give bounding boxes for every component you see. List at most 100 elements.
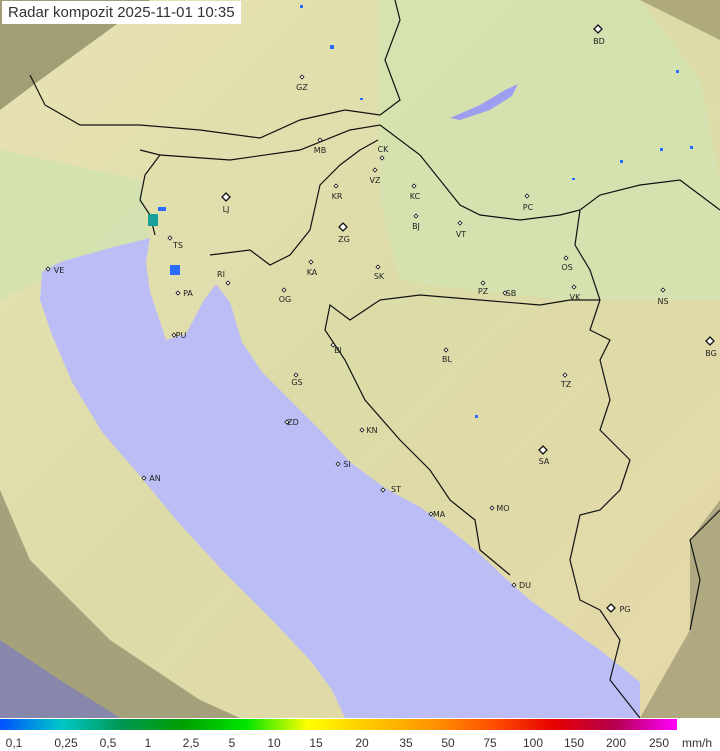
legend-label: 15 [309,736,323,750]
city-marker-icon [372,167,378,173]
city-marker-icon [457,220,463,226]
city-label: BI [334,346,342,355]
city-marker-icon [593,24,603,34]
city-marker-icon [380,487,386,493]
lake-balaton [450,84,518,120]
city-label: LJ [223,205,230,214]
city-label: NS [657,297,668,306]
city-marker-icon [502,290,508,296]
city-marker-icon [413,213,419,219]
city-label: PZ [478,287,489,296]
po-plain [0,150,150,300]
outside-coverage-ne [640,0,720,40]
city-label: TS [172,241,183,250]
city-label: PU [176,331,187,340]
city-label: AN [149,474,160,483]
city-label: BD [593,37,605,46]
map: BD GZ MB CK VZ KR KC LJ PC BJ VT ZG TS KA VE RI SK OS PZ SB… [0,0,720,718]
city-marker-icon [284,419,290,425]
outside-coverage-sw [0,490,240,718]
city-marker-icon [705,336,715,346]
city-marker-icon [606,603,616,613]
city-marker-icon [489,505,495,511]
outside-coverage-nw [0,0,150,110]
radar-echoes [148,5,693,418]
city-marker-icon [317,137,323,143]
city-marker-icon [563,255,569,261]
city-label: KR [332,192,343,201]
city-marker-icon [411,183,417,189]
city-label: DU [519,581,531,590]
legend-label: 100 [522,736,544,750]
city-marker-icon [225,280,231,286]
city-marker-icon [359,427,365,433]
lowland-plain [380,0,720,300]
city-label: KN [366,426,377,435]
city-label: VZ [370,176,381,185]
legend-label: 2,5 [182,736,200,750]
legend-label: 35 [399,736,413,750]
legend-label: 150 [563,736,585,750]
city-label: SB [506,289,517,298]
city-marker-icon [511,582,517,588]
city-marker-icon [171,332,177,338]
city-label: KA [307,268,318,277]
city-label: BL [442,355,452,364]
city-label: SK [374,272,385,281]
city-marker-icon [338,222,348,232]
city-marker-icon [571,284,577,290]
city-label: PG [619,605,630,614]
city-label: VT [456,230,466,239]
city-label: RI [217,270,225,279]
city-label: MA [433,510,446,519]
city-label: OG [279,295,292,304]
city-label: ZD [287,418,299,427]
city-marker-icon [480,280,486,286]
city-marker-icon [45,266,51,272]
city-label: PC [523,203,534,212]
city-label: VE [54,266,65,275]
country-borders [29,0,720,718]
city-label: PA [183,289,193,298]
legend-label: 0,1 [5,736,23,750]
city-label: ST [391,485,401,494]
legend-label: 20 [355,736,369,750]
map-title: Radar kompozit 2025-11-01 10:35 [2,1,241,24]
city-marker-icon [281,287,287,293]
city-label: GZ [296,83,308,92]
city-marker-icon [443,347,449,353]
city-marker-icon [379,155,385,161]
city-label: GS [291,378,302,387]
city-label: SI [343,460,350,469]
city-marker-icon [330,342,336,348]
city-marker-icon [293,372,299,378]
city-label: SA [539,457,550,466]
city-label: MB [314,146,326,155]
city-label: TZ [560,380,572,389]
legend-label: 50 [441,736,455,750]
city-marker-icon [375,264,381,270]
city-marker-icon [562,372,568,378]
city-marker-icon [221,192,231,202]
legend-label: 75 [483,736,497,750]
city-label: MO [496,504,509,513]
city-marker-icon [175,290,181,296]
legend-label: 250 [648,736,670,750]
legend-label: 200 [605,736,627,750]
legend-label: 0,25 [54,736,78,750]
legend-label: 5 [228,736,236,750]
city-label: BG [705,349,717,358]
city-marker-icon [333,183,339,189]
city-label: ZG [338,235,350,244]
legend-label: 10 [267,736,281,750]
legend-label: 1 [144,736,152,750]
outside-coverage-se [640,500,720,718]
city-label: OS [561,263,572,272]
legend-unit: mm/h [682,736,712,750]
legend-color-scale [0,719,677,730]
city-markers: BD GZ MB CK VZ KR KC LJ PC BJ VT ZG TS KA VE RI SK OS PZ SB… [45,24,717,614]
city-label: CK [378,145,390,154]
city-marker-icon [660,287,666,293]
sea [40,238,640,718]
